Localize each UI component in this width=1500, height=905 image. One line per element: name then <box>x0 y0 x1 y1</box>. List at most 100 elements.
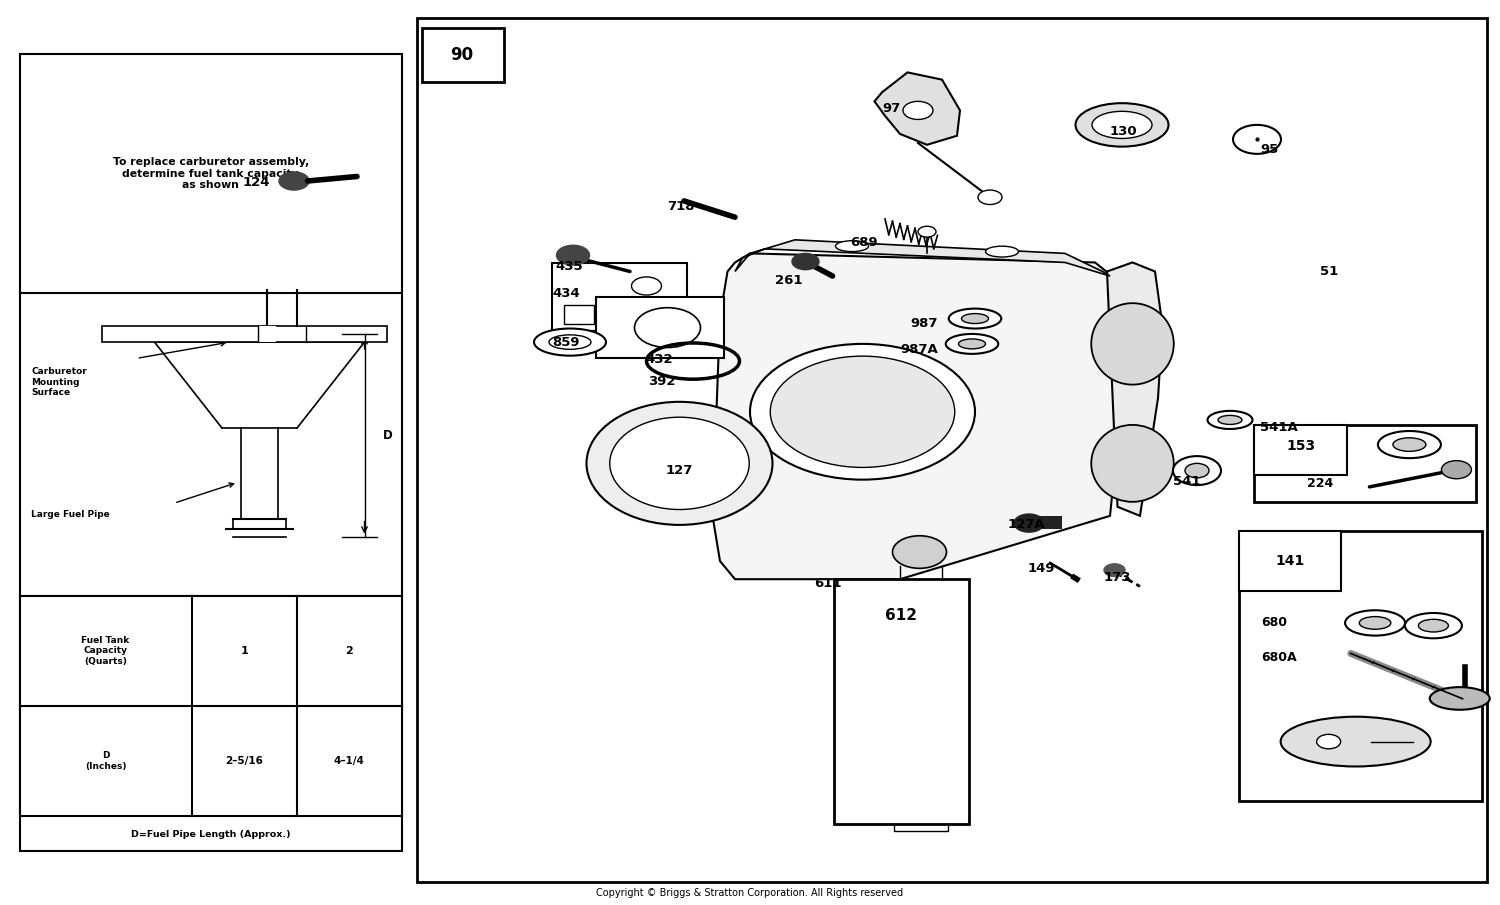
Text: 392: 392 <box>648 376 675 388</box>
Bar <box>834 579 969 824</box>
Text: Large Fuel Pipe: Large Fuel Pipe <box>32 510 111 519</box>
Bar <box>1239 531 1341 591</box>
Text: 130: 130 <box>1110 125 1137 138</box>
Text: 718: 718 <box>668 200 694 213</box>
Text: 680A: 680A <box>1262 652 1298 664</box>
Ellipse shape <box>1394 438 1426 452</box>
Ellipse shape <box>1090 425 1173 501</box>
Text: 97: 97 <box>882 102 900 115</box>
Circle shape <box>918 226 936 237</box>
Text: 432: 432 <box>645 353 672 366</box>
Bar <box>596 297 723 358</box>
Text: 859: 859 <box>552 337 579 349</box>
Circle shape <box>1014 514 1044 532</box>
Ellipse shape <box>1092 111 1152 138</box>
Circle shape <box>556 245 590 265</box>
Circle shape <box>632 277 662 295</box>
Text: 127A: 127A <box>1008 519 1046 531</box>
Text: 987A: 987A <box>900 343 938 356</box>
Ellipse shape <box>836 241 868 252</box>
Text: 541: 541 <box>1173 475 1200 488</box>
Text: 153: 153 <box>1286 439 1316 453</box>
Text: Carburetor
Mounting
Surface: Carburetor Mounting Surface <box>32 367 87 397</box>
Text: 2: 2 <box>345 646 354 656</box>
Text: BRIGGS: BRIGGS <box>840 432 945 455</box>
Ellipse shape <box>1346 610 1406 635</box>
Ellipse shape <box>549 335 591 349</box>
Text: D
(Inches): D (Inches) <box>86 751 126 771</box>
Text: 261: 261 <box>776 274 802 287</box>
Ellipse shape <box>962 314 988 323</box>
Ellipse shape <box>945 334 999 354</box>
Text: D=Fuel Pipe Length (Approx.): D=Fuel Pipe Length (Approx.) <box>130 830 291 839</box>
Circle shape <box>1185 463 1209 478</box>
Text: To replace carburetor assembly,
determine fuel tank capacity
as shown: To replace carburetor assembly, determin… <box>112 157 309 190</box>
Ellipse shape <box>1090 303 1173 385</box>
Text: 689: 689 <box>850 236 877 249</box>
Circle shape <box>1233 125 1281 154</box>
Circle shape <box>978 190 1002 205</box>
Circle shape <box>903 101 933 119</box>
Text: Copyright © Briggs & Stratton Corporation. All Rights reserved: Copyright © Briggs & Stratton Corporatio… <box>597 888 903 898</box>
Text: 2–5/16: 2–5/16 <box>225 757 262 767</box>
Bar <box>564 305 594 323</box>
Polygon shape <box>874 72 960 145</box>
Text: 124: 124 <box>243 176 270 189</box>
Text: D: D <box>382 429 393 442</box>
Ellipse shape <box>1281 717 1431 767</box>
Ellipse shape <box>1076 103 1168 147</box>
Circle shape <box>1442 461 1472 479</box>
Text: 149: 149 <box>1028 562 1054 575</box>
Circle shape <box>792 253 819 270</box>
Bar <box>884 786 959 813</box>
Ellipse shape <box>1208 411 1252 429</box>
Text: 680: 680 <box>1262 616 1287 630</box>
Polygon shape <box>1107 262 1162 516</box>
Text: 435: 435 <box>555 260 582 272</box>
Ellipse shape <box>1430 687 1490 710</box>
Polygon shape <box>735 240 1110 276</box>
Bar <box>1254 425 1347 475</box>
Bar <box>1029 516 1062 529</box>
Ellipse shape <box>958 339 986 348</box>
Text: 541A: 541A <box>1260 421 1298 433</box>
Text: 90: 90 <box>450 46 474 64</box>
Bar <box>20 595 402 816</box>
Circle shape <box>1104 564 1125 576</box>
Bar <box>1239 531 1482 801</box>
Circle shape <box>279 172 309 190</box>
Text: 4–1/4: 4–1/4 <box>334 757 364 767</box>
Ellipse shape <box>534 329 606 356</box>
Bar <box>1254 425 1476 502</box>
Ellipse shape <box>609 417 750 510</box>
Circle shape <box>1173 456 1221 485</box>
Circle shape <box>771 357 954 467</box>
Ellipse shape <box>986 246 1018 257</box>
Ellipse shape <box>1378 431 1442 458</box>
Bar <box>422 28 504 82</box>
Text: Fuel Tank
Capacity
(Quarts): Fuel Tank Capacity (Quarts) <box>81 636 129 666</box>
Ellipse shape <box>1406 613 1462 638</box>
Text: 987: 987 <box>910 318 938 330</box>
Ellipse shape <box>1359 616 1390 629</box>
Text: 173: 173 <box>1104 571 1131 584</box>
Bar <box>258 326 276 342</box>
Circle shape <box>634 308 700 348</box>
Bar <box>417 18 1486 882</box>
Ellipse shape <box>586 402 772 525</box>
Circle shape <box>892 536 946 568</box>
Text: 612: 612 <box>885 608 918 623</box>
Text: 224: 224 <box>1308 477 1334 490</box>
Text: 434: 434 <box>552 287 579 300</box>
Bar <box>894 808 948 831</box>
Text: 127: 127 <box>666 464 693 477</box>
Text: 95: 95 <box>1260 143 1278 156</box>
Circle shape <box>1317 734 1341 748</box>
Text: 611: 611 <box>815 577 842 590</box>
Circle shape <box>750 344 975 480</box>
Text: 141: 141 <box>1275 554 1305 568</box>
Text: 51: 51 <box>1320 265 1338 278</box>
Ellipse shape <box>948 309 1002 329</box>
Bar <box>552 262 687 330</box>
Bar <box>102 326 387 342</box>
